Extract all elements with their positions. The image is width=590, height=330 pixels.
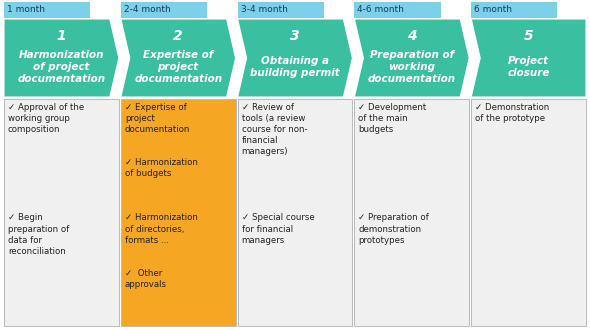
Text: ✓ Preparation of
demonstration
prototypes: ✓ Preparation of demonstration prototype…	[358, 214, 429, 245]
Text: ✓ Expertise of
project
documentation: ✓ Expertise of project documentation	[125, 103, 190, 134]
Text: Project
closure: Project closure	[507, 56, 550, 78]
Text: ✓ Approval of the
working group
composition: ✓ Approval of the working group composit…	[8, 103, 84, 134]
Text: 1: 1	[57, 29, 66, 43]
Text: ✓ Development
of the main
budgets: ✓ Development of the main budgets	[358, 103, 427, 134]
Text: ✓  Other
approvals: ✓ Other approvals	[125, 269, 167, 289]
Bar	[238, 99, 352, 326]
Text: 5: 5	[524, 29, 533, 43]
Text: 4: 4	[407, 29, 417, 43]
Bar	[4, 99, 119, 326]
Text: ✓ Special course
for financial
managers: ✓ Special course for financial managers	[241, 214, 314, 245]
Polygon shape	[238, 19, 352, 97]
Polygon shape	[121, 19, 235, 97]
Polygon shape	[4, 19, 119, 97]
Text: Preparation of
working
documentation: Preparation of working documentation	[368, 50, 456, 84]
Text: 3-4 month: 3-4 month	[241, 6, 287, 15]
Bar	[471, 99, 586, 326]
Text: Harmonization
of project
documentation: Harmonization of project documentation	[17, 50, 106, 84]
Bar	[121, 2, 207, 18]
Text: ✓ Demonstration
of the prototype: ✓ Demonstration of the prototype	[475, 103, 549, 123]
Polygon shape	[471, 19, 586, 97]
Text: 4-6 month: 4-6 month	[358, 6, 404, 15]
Bar	[355, 99, 469, 326]
Text: Expertise of
project
documentation: Expertise of project documentation	[134, 50, 222, 84]
Text: 2: 2	[173, 29, 183, 43]
Text: ✓ Review of
tools (a review
course for non-
financial
managers): ✓ Review of tools (a review course for n…	[241, 103, 307, 156]
Bar	[4, 2, 90, 18]
Text: ✓ Harmonization
of budgets: ✓ Harmonization of budgets	[125, 158, 198, 178]
Text: ✓ Begin
preparation of
data for
reconciliation: ✓ Begin preparation of data for reconcil…	[8, 214, 69, 256]
Text: 2-4 month: 2-4 month	[124, 6, 171, 15]
Text: 6 month: 6 month	[474, 6, 512, 15]
Polygon shape	[355, 19, 469, 97]
Text: 1 month: 1 month	[7, 6, 45, 15]
Text: Obtaining a
building permit: Obtaining a building permit	[250, 56, 340, 78]
Text: ✓ Harmonization
of directories,
formats ...: ✓ Harmonization of directories, formats …	[125, 214, 198, 245]
Bar	[121, 99, 235, 326]
Bar	[238, 2, 324, 18]
Text: 3: 3	[290, 29, 300, 43]
Bar	[355, 2, 441, 18]
Bar	[471, 2, 558, 18]
